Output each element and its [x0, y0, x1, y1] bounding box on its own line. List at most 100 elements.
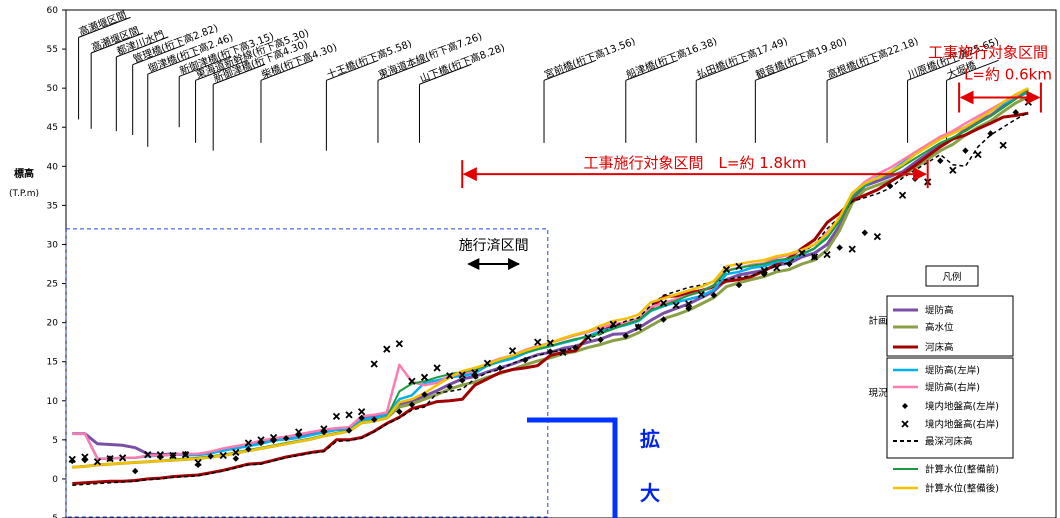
series-lines	[72, 87, 1029, 486]
point-x	[93, 458, 102, 466]
zoom-region-box	[65, 228, 549, 518]
bridge-leader	[625, 59, 678, 81]
point-x	[433, 364, 441, 372]
point-x	[823, 250, 831, 259]
legend-swatch	[902, 403, 908, 409]
point-diamond	[886, 182, 894, 190]
point-x	[483, 359, 492, 367]
series-line	[72, 88, 1029, 460]
point-x	[471, 368, 479, 377]
annotations: 工事施行対象区間 L=約 1.8km 工事施行対象区間 L=約 0.6km 施行済区間	[459, 44, 1052, 270]
point-x	[332, 412, 341, 421]
point-x	[584, 333, 592, 342]
legend-label: 堤防高(左岸)	[925, 365, 980, 377]
point-x	[810, 253, 819, 261]
point-x	[118, 454, 127, 462]
point-diamond	[345, 427, 353, 434]
point-x	[420, 373, 429, 381]
point-x	[974, 150, 982, 159]
point-x	[534, 338, 542, 346]
point-diamond	[282, 435, 290, 442]
bridge-leader	[116, 36, 169, 58]
bridge-leader	[696, 59, 749, 81]
point-diamond	[421, 391, 428, 398]
point-diamond	[446, 383, 453, 390]
section-short-label: L=約 0.6km	[964, 66, 1052, 84]
point-diamond	[69, 457, 76, 465]
point-x	[999, 141, 1007, 149]
series-line	[72, 111, 1029, 486]
point-x	[383, 345, 391, 353]
zoom-char-1: 拡	[640, 427, 660, 451]
legend-title-box	[925, 265, 979, 287]
legend-title: 凡例	[942, 271, 961, 283]
point-x	[320, 425, 328, 433]
point-x	[697, 290, 705, 299]
point-x	[685, 300, 693, 308]
section-short-title: 工事施行対象区間	[928, 44, 1048, 62]
bridge-leader	[147, 53, 200, 75]
legend-group-current: 現況	[868, 388, 888, 399]
y-axis: -5 0 5 10 15 20 25 30 35 40 45 50 55 60	[47, 6, 66, 518]
point-diamond	[1012, 109, 1019, 116]
point-diamond	[660, 316, 667, 323]
point-x	[169, 451, 177, 460]
bridge-leader	[179, 55, 232, 77]
y-tick-label: 35	[47, 201, 58, 211]
bridge-leader	[377, 59, 431, 81]
bridge-markers: 高瀬堰区間高瀬堰区間都津川水門管理橋(桁下高2.82)御津橋(桁下高2.46)新…	[77, 8, 1001, 151]
point-x	[106, 454, 114, 463]
bridge-leader	[826, 59, 880, 81]
series-line	[72, 111, 1029, 486]
plot-area	[65, 9, 1057, 518]
point-diamond	[597, 336, 604, 344]
series-line	[72, 90, 1029, 460]
point-x	[81, 453, 89, 461]
point-diamond	[245, 446, 252, 453]
y-tick-label: 40	[47, 162, 59, 172]
point-diamond	[232, 455, 240, 462]
y-tick-label: 55	[47, 45, 58, 55]
bridge-leader	[132, 44, 185, 66]
legend-label: 堤防高	[925, 305, 954, 317]
point-diamond	[735, 281, 743, 289]
y-tick-label: -5	[49, 514, 58, 518]
point-x	[898, 191, 907, 199]
point-x	[395, 340, 403, 348]
legend-swatch	[901, 420, 909, 428]
point-diamond	[370, 416, 378, 423]
bridge-leader	[78, 16, 131, 38]
y-tick-label: 10	[47, 397, 59, 407]
point-x	[408, 377, 416, 385]
y-tick-label: 25	[47, 280, 58, 290]
zoom-callout: 拡 大	[527, 417, 660, 518]
point-x	[559, 348, 567, 356]
point-diamond	[396, 408, 403, 415]
bridge-leader	[260, 59, 314, 81]
series-line	[72, 88, 1029, 469]
point-x	[798, 249, 806, 257]
series-line	[72, 95, 1029, 469]
point-diamond	[496, 364, 504, 372]
point-diamond	[131, 467, 139, 475]
point-x	[672, 301, 680, 310]
point-x	[144, 451, 152, 459]
point-x	[345, 411, 353, 419]
legend-label: 河床高	[925, 342, 954, 354]
legend-label: 最深河床高	[925, 436, 973, 448]
point-diamond	[408, 401, 416, 408]
bridge-leader	[907, 59, 960, 81]
point-x	[773, 264, 781, 272]
point-x	[659, 299, 668, 307]
point-diamond	[358, 414, 365, 422]
point-x	[760, 266, 768, 274]
legend-group-plan: 計画	[868, 315, 887, 327]
zoom-char-2: 大	[640, 481, 660, 505]
point-x	[257, 436, 265, 444]
point-x	[508, 347, 517, 355]
legend-label: 境内地盤高(左岸)	[925, 401, 999, 413]
legend-label: 境内地盤高(右岸)	[925, 419, 999, 431]
